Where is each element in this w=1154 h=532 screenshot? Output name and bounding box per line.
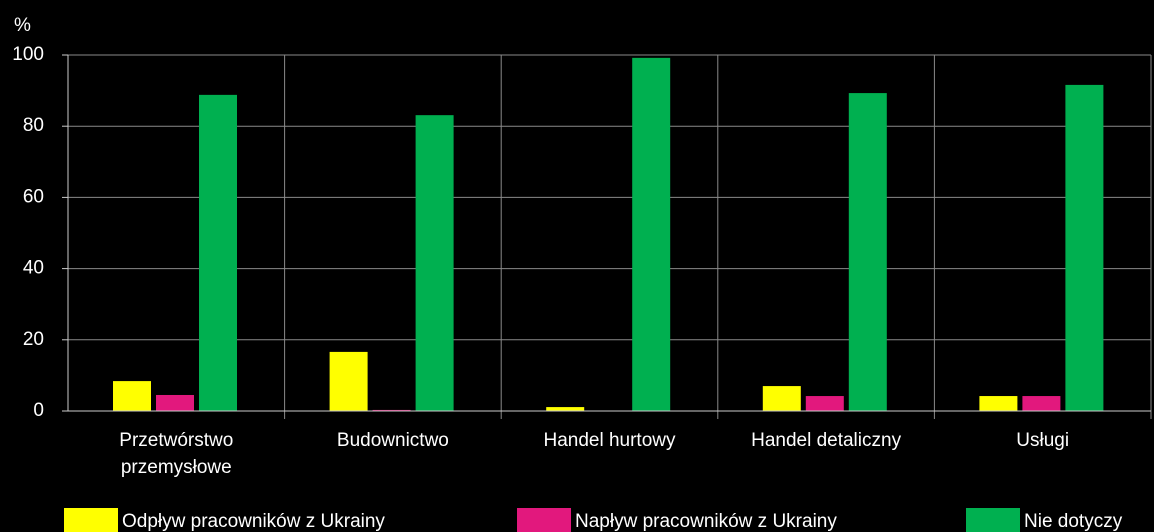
bar: [632, 57, 671, 412]
bar: [372, 409, 411, 411]
legend-label: Odpływ pracowników z Ukrainy: [122, 511, 385, 532]
legend-label: Nie dotyczy: [1024, 511, 1123, 532]
bar: [156, 394, 194, 411]
y-tick-label: 100: [12, 44, 44, 65]
bar: [805, 396, 844, 411]
bar: [113, 381, 151, 411]
x-tick-label: Przetwórstwo przemysłowe: [119, 430, 233, 478]
bar: [848, 93, 887, 411]
bar: [546, 407, 585, 411]
y-tick-label: 20: [23, 329, 44, 350]
bar: [979, 396, 1018, 411]
y-tick-label: 40: [23, 258, 44, 279]
y-axis-label: %: [14, 15, 31, 36]
bar: [1022, 396, 1061, 411]
bar: [1065, 84, 1104, 412]
legend-swatch: [64, 508, 118, 532]
legend-label: Napływ pracowników z Ukrainy: [575, 511, 837, 532]
bar: [415, 115, 454, 411]
x-tick-label: Budownictwo: [337, 430, 449, 451]
x-tick-label: Handel detaliczny: [751, 430, 901, 451]
legend-swatch: [517, 508, 571, 532]
y-tick-label: 60: [23, 186, 44, 207]
bar: [199, 94, 237, 411]
y-tick-label: 0: [33, 400, 44, 421]
x-tick-label: Usługi: [1016, 430, 1069, 451]
bar: [762, 386, 801, 411]
bar: [329, 351, 368, 411]
y-tick-label: 80: [23, 115, 44, 136]
x-tick-label: Handel hurtowy: [543, 430, 676, 451]
legend-swatch: [966, 508, 1020, 532]
